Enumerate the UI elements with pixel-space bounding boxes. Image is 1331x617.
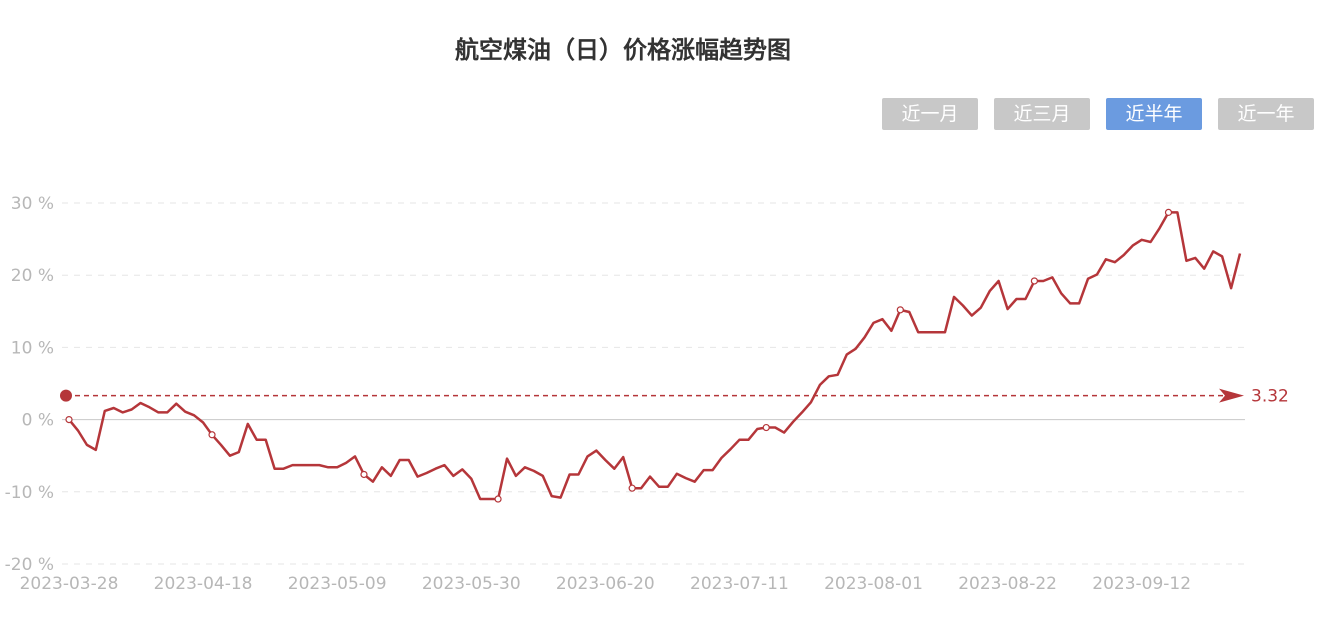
reference-start-dot xyxy=(60,389,72,402)
y-tick-label: 0 % xyxy=(22,411,54,431)
x-tick-label: 2023-06-20 xyxy=(556,574,655,594)
reference-arrow xyxy=(1219,388,1244,403)
data-point-marker xyxy=(494,495,502,503)
reference-value-label: 3.32 xyxy=(1251,387,1289,407)
x-tick-label: 2023-09-12 xyxy=(1092,574,1191,594)
x-tick-label: 2023-07-11 xyxy=(690,574,789,594)
x-tick-label: 2023-05-09 xyxy=(288,574,387,594)
data-point-marker xyxy=(628,484,636,492)
x-tick-label: 2023-03-28 xyxy=(20,574,119,594)
range-button-1-year[interactable]: 近一年 xyxy=(1218,98,1314,130)
range-selector: 近一月 近三月 近半年 近一年 xyxy=(882,98,1314,130)
price-change-line xyxy=(68,211,1242,501)
x-tick-label: 2023-08-22 xyxy=(958,574,1057,594)
data-point-marker xyxy=(762,423,770,432)
y-tick-label: 10 % xyxy=(11,338,54,358)
x-tick-label: 2023-05-30 xyxy=(422,574,521,594)
x-tick-label: 2023-04-18 xyxy=(154,574,253,594)
y-tick-label: 30 % xyxy=(11,194,54,214)
y-tick-label: -20 % xyxy=(5,555,54,575)
data-point-marker xyxy=(360,470,368,479)
data-point-marker xyxy=(1164,208,1173,216)
data-point-marker xyxy=(208,431,216,439)
range-button-1-month[interactable]: 近一月 xyxy=(882,98,978,130)
chart-title: 航空煤油（日）价格涨幅趋势图 xyxy=(455,36,791,64)
x-tick-label: 2023-08-01 xyxy=(824,574,923,594)
y-tick-label: 20 % xyxy=(11,266,54,286)
y-tick-label: -10 % xyxy=(5,483,54,503)
data-point-marker xyxy=(65,416,73,424)
data-point-marker xyxy=(896,306,904,314)
data-point-marker xyxy=(1030,277,1039,285)
range-button-half-year[interactable]: 近半年 xyxy=(1106,98,1202,130)
range-button-3-months[interactable]: 近三月 xyxy=(994,98,1090,130)
